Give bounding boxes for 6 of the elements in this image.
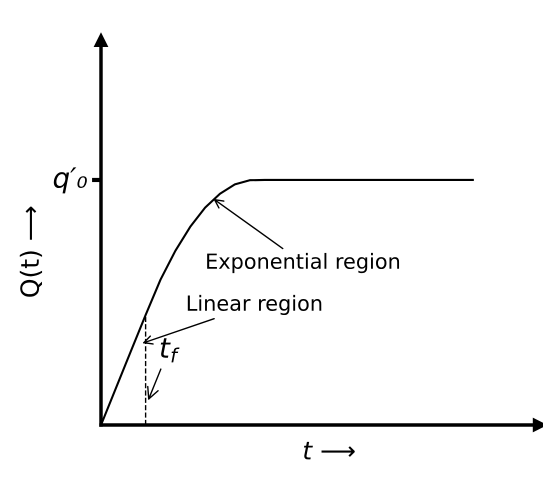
x-axis-title: t ⟶ [304, 442, 355, 460]
annotation: t$_{f}$ [160, 338, 180, 362]
annotation: Linear region [188, 294, 322, 316]
y-axis-title: Q(t) ⟶ [20, 206, 42, 297]
text: q′₀ [54, 167, 87, 194]
annotation: Exponential region [207, 252, 400, 274]
